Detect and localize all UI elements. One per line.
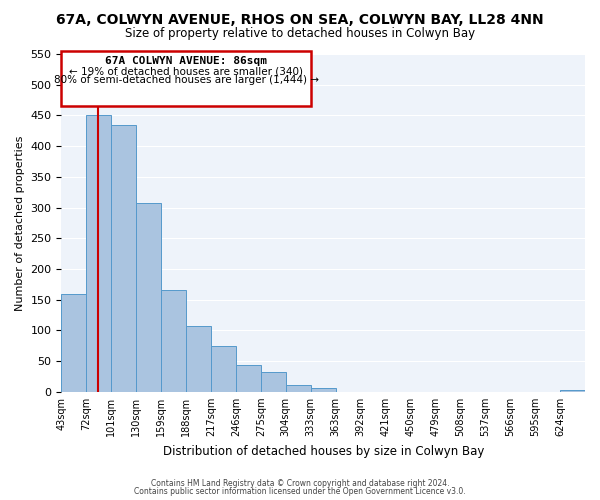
Text: ← 19% of detached houses are smaller (340): ← 19% of detached houses are smaller (34… (69, 66, 303, 76)
Bar (136, 202, 161, 392)
Bar (186, 326, 211, 392)
Bar (111, 124, 136, 392)
Bar (311, 388, 335, 392)
Bar (261, 372, 286, 392)
Bar (86, 116, 111, 392)
Text: 67A COLWYN AVENUE: 86sqm: 67A COLWYN AVENUE: 86sqm (105, 56, 267, 66)
Bar (211, 346, 236, 392)
Bar (161, 290, 186, 392)
FancyBboxPatch shape (61, 51, 311, 106)
Y-axis label: Number of detached properties: Number of detached properties (15, 135, 25, 310)
Text: Contains public sector information licensed under the Open Government Licence v3: Contains public sector information licen… (134, 487, 466, 496)
X-axis label: Distribution of detached houses by size in Colwyn Bay: Distribution of detached houses by size … (163, 444, 484, 458)
Text: Contains HM Land Registry data © Crown copyright and database right 2024.: Contains HM Land Registry data © Crown c… (151, 478, 449, 488)
Bar (61, 294, 86, 392)
Text: Size of property relative to detached houses in Colwyn Bay: Size of property relative to detached ho… (125, 28, 475, 40)
Bar (560, 390, 585, 392)
Text: 67A, COLWYN AVENUE, RHOS ON SEA, COLWYN BAY, LL28 4NN: 67A, COLWYN AVENUE, RHOS ON SEA, COLWYN … (56, 12, 544, 26)
Text: 80% of semi-detached houses are larger (1,444) →: 80% of semi-detached houses are larger (… (53, 76, 319, 86)
Bar (286, 385, 311, 392)
Bar (236, 366, 261, 392)
